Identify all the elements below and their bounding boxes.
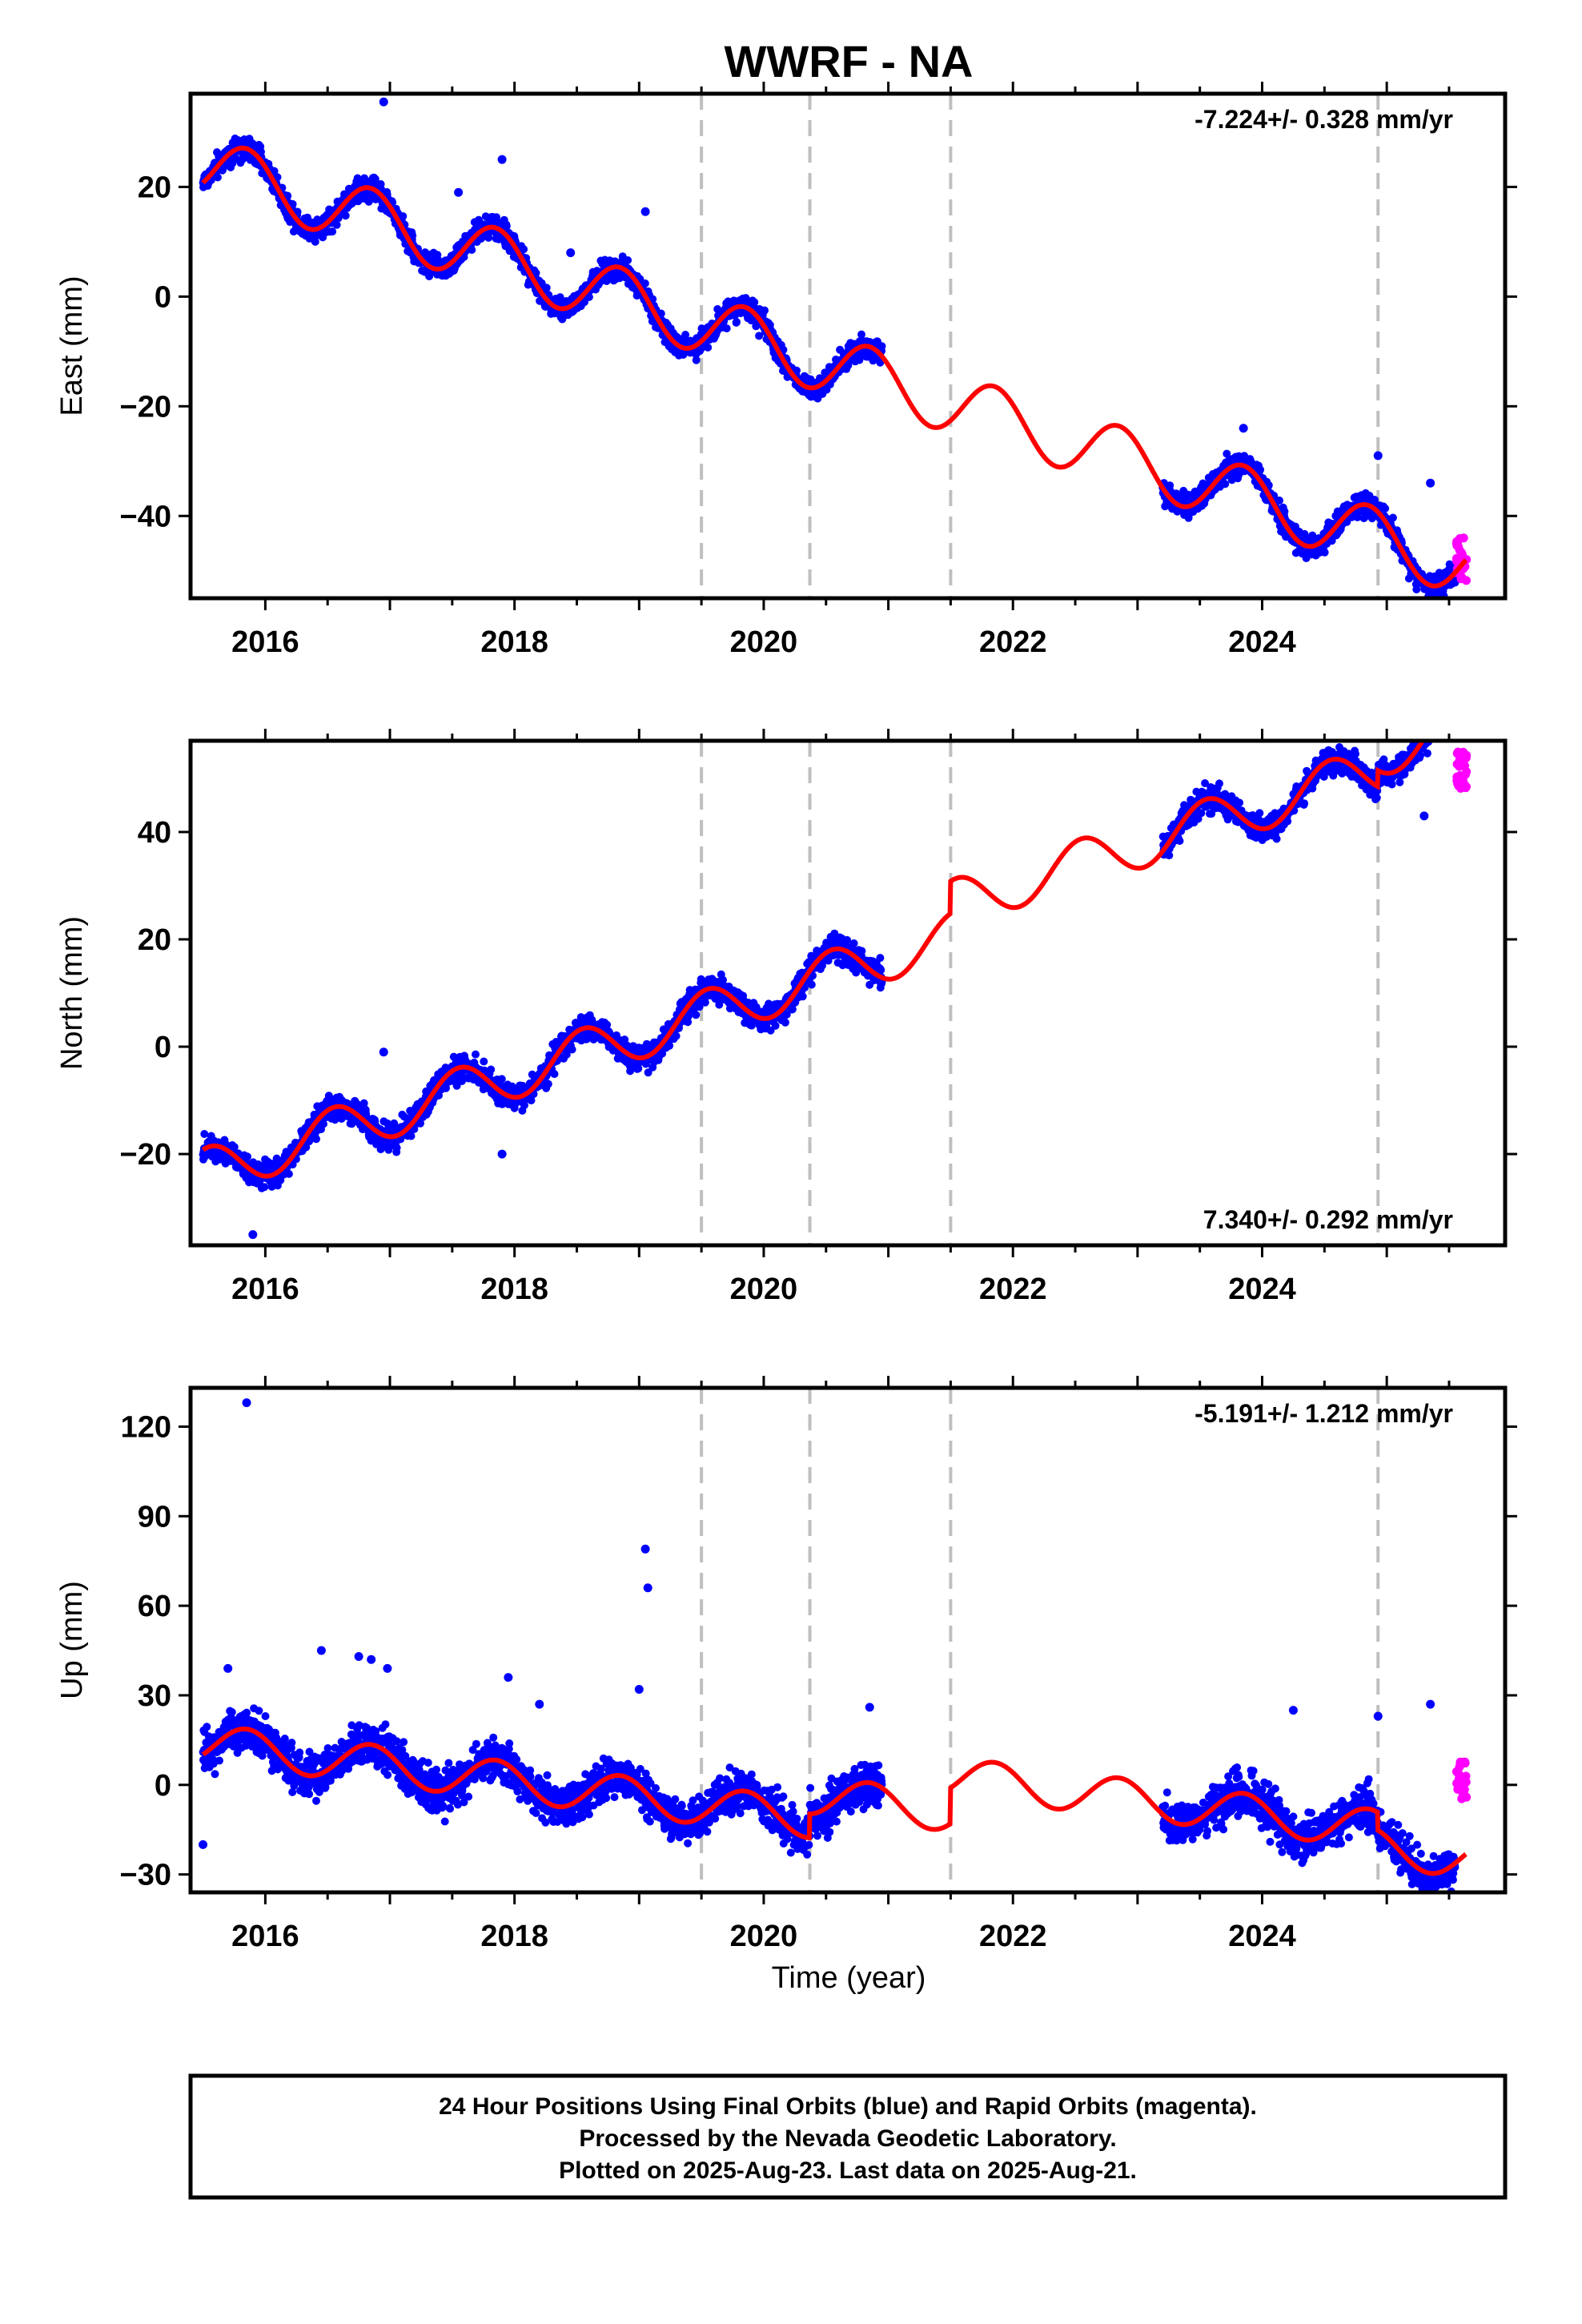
final-orbit-point bbox=[750, 298, 759, 307]
final-orbit-point bbox=[1256, 465, 1265, 474]
final-orbit-point bbox=[407, 1132, 416, 1140]
outlier-point-8 bbox=[1426, 478, 1435, 488]
rate-label-east: -7.224+/- 0.328 mm/yr bbox=[1195, 105, 1453, 134]
data-points bbox=[199, 97, 1472, 598]
final-orbit-point bbox=[771, 1021, 780, 1030]
final-orbit-point bbox=[681, 331, 690, 339]
final-orbit-point bbox=[857, 947, 866, 955]
x-tick-label-2018: 2018 bbox=[480, 625, 548, 659]
final-orbit-point bbox=[312, 1135, 320, 1144]
final-orbit-point bbox=[719, 975, 727, 984]
y-tick-label: 20 bbox=[138, 171, 171, 204]
final-orbit-point bbox=[273, 173, 282, 182]
outlier-point-7 bbox=[1373, 451, 1383, 460]
final-orbit-point bbox=[665, 1041, 674, 1050]
final-orbit-point bbox=[532, 268, 540, 277]
final-orbit-point bbox=[704, 343, 713, 352]
final-orbit-point bbox=[200, 1130, 209, 1138]
final-orbit-point bbox=[692, 356, 701, 364]
final-orbit-point bbox=[472, 1050, 480, 1059]
final-orbit-point bbox=[584, 292, 593, 301]
final-orbit-point bbox=[260, 1183, 269, 1192]
panels: 2016 2018 2020 2022 2024 −40 −20 0 20 East (mm) -7… bbox=[55, 82, 1517, 1953]
final-orbit-point bbox=[328, 227, 337, 236]
final-orbit-point bbox=[270, 167, 279, 175]
outlier-point-2 bbox=[454, 187, 464, 197]
final-orbit-point bbox=[556, 293, 564, 302]
data-points bbox=[199, 741, 1472, 1240]
final-orbit-point bbox=[284, 1169, 293, 1178]
final-orbit-point bbox=[243, 1152, 251, 1161]
final-orbit-point bbox=[1221, 480, 1230, 489]
outlier-point-4 bbox=[566, 248, 576, 258]
final-orbit-point bbox=[520, 245, 528, 254]
final-orbit-point bbox=[634, 1064, 643, 1073]
x-tick-label-2020: 2020 bbox=[730, 625, 798, 659]
final-orbit-point bbox=[876, 954, 885, 963]
final-orbit-point bbox=[722, 324, 731, 333]
final-orbit-point bbox=[733, 318, 741, 326]
final-orbit-point bbox=[311, 237, 319, 246]
final-orbit-point bbox=[672, 1031, 681, 1040]
final-orbit-point bbox=[877, 342, 886, 351]
rapid-orbit-point bbox=[1453, 541, 1463, 550]
outlier-point-5 bbox=[640, 207, 650, 216]
final-orbit-point bbox=[484, 233, 493, 242]
final-orbit-point bbox=[213, 173, 222, 182]
x-tick-label-2016: 2016 bbox=[231, 625, 299, 659]
final-orbit-point bbox=[761, 306, 769, 315]
final-orbit-point bbox=[550, 1070, 559, 1079]
outlier-point-6 bbox=[1239, 424, 1248, 433]
final-orbit-point bbox=[468, 246, 476, 254]
final-orbit-point bbox=[332, 220, 341, 229]
y-tick-label: −40 bbox=[120, 500, 171, 533]
final-orbit-point bbox=[568, 1045, 576, 1054]
final-orbit-point bbox=[692, 1011, 701, 1019]
final-orbit-point bbox=[341, 211, 350, 220]
final-orbit-point bbox=[877, 966, 885, 975]
final-orbit-point bbox=[364, 197, 373, 206]
final-orbit-point bbox=[640, 279, 649, 287]
x-tick-label-2022: 2022 bbox=[979, 625, 1047, 659]
chart-title: WWRF - NA bbox=[724, 36, 973, 86]
final-orbit-point bbox=[781, 1018, 789, 1027]
final-orbit-point bbox=[399, 212, 408, 220]
final-orbit-point bbox=[843, 935, 852, 944]
final-orbit-point bbox=[487, 1065, 496, 1074]
final-orbit-point bbox=[288, 199, 297, 208]
final-orbit-point bbox=[392, 1144, 401, 1152]
final-orbit-point bbox=[798, 992, 807, 1001]
final-orbit-point bbox=[1388, 513, 1397, 522]
x-tick-label-2024: 2024 bbox=[1228, 625, 1296, 659]
final-orbit-point bbox=[807, 980, 816, 989]
final-orbit-point bbox=[497, 1075, 506, 1084]
outlier-point-1 bbox=[379, 97, 388, 107]
final-orbit-point bbox=[502, 222, 511, 231]
final-orbit-point bbox=[283, 191, 292, 200]
final-orbit-point bbox=[371, 175, 379, 183]
final-orbit-point bbox=[480, 1057, 488, 1066]
final-orbit-point bbox=[293, 207, 302, 216]
final-orbit-point bbox=[1320, 548, 1329, 557]
final-orbit-point bbox=[408, 231, 417, 240]
y-tick-label: 0 bbox=[155, 280, 171, 314]
final-orbit-point bbox=[656, 309, 665, 318]
final-orbit-point bbox=[544, 1080, 552, 1088]
final-orbit-point bbox=[1412, 585, 1421, 593]
final-orbit-point bbox=[1381, 504, 1390, 513]
final-orbit-point bbox=[849, 939, 858, 947]
y-axis-label-east: East (mm) bbox=[55, 275, 89, 416]
panel-east: 2016 2018 2020 2022 2024 −40 −20 0 20 East (mm) -7… bbox=[55, 82, 1517, 659]
final-orbit-point bbox=[542, 283, 551, 292]
final-orbit-point bbox=[603, 1020, 612, 1029]
outlier-point-3 bbox=[497, 155, 507, 164]
final-orbit-point bbox=[624, 256, 632, 264]
y-tick-label: −20 bbox=[120, 390, 171, 424]
final-orbit-point bbox=[1275, 497, 1283, 505]
